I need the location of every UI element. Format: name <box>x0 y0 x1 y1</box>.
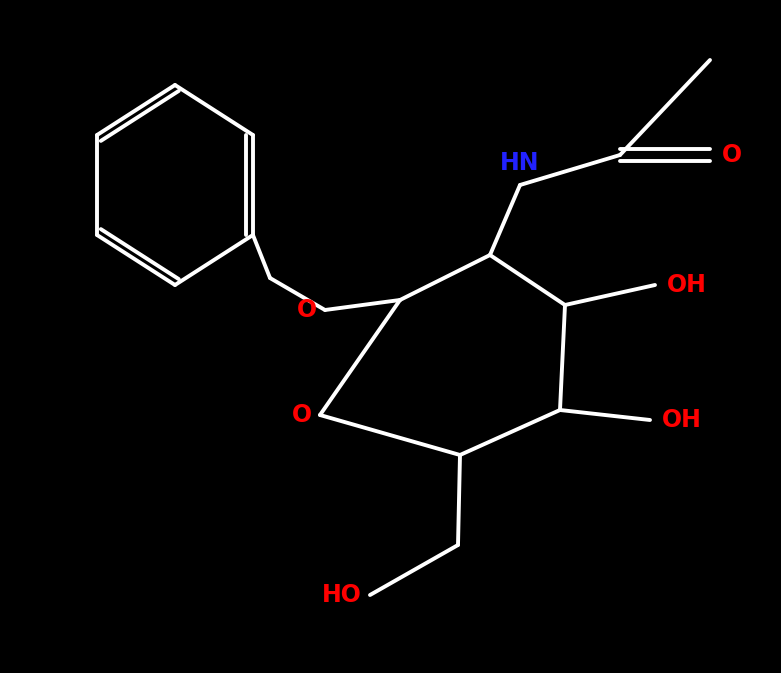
Text: O: O <box>722 143 742 167</box>
Text: OH: OH <box>667 273 707 297</box>
Text: HO: HO <box>322 583 362 607</box>
Text: HN: HN <box>501 151 540 175</box>
Text: O: O <box>292 403 312 427</box>
Text: O: O <box>297 298 317 322</box>
Text: OH: OH <box>662 408 702 432</box>
